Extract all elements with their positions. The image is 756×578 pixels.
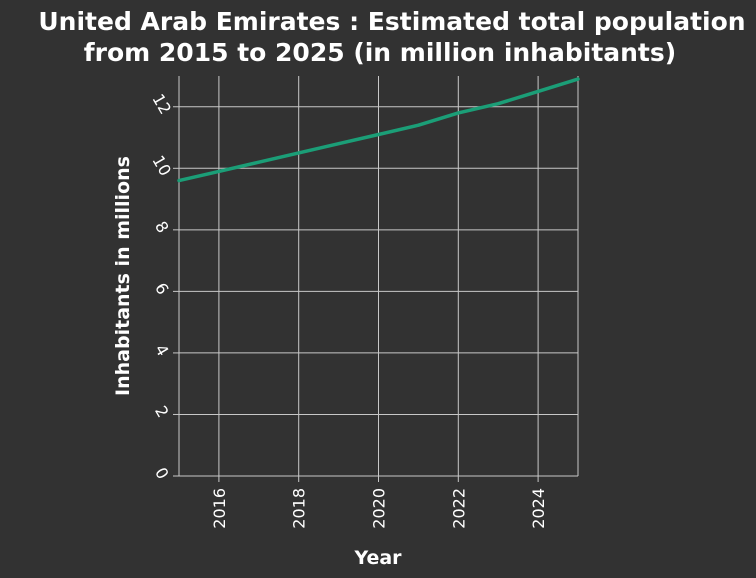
tick-labels: 0 2 4 6 8 10 12 2016 2018 2020 2022 2024	[148, 90, 548, 528]
y-tick-label: 2	[151, 403, 173, 421]
axes	[173, 76, 578, 482]
y-tick-label: 0	[151, 464, 173, 482]
x-axis-label: Year	[353, 547, 402, 569]
y-tick-label: 4	[151, 341, 173, 359]
grid	[179, 76, 579, 477]
y-tick-label: 12	[148, 90, 175, 117]
chart-title-line-1: United Arab Emirates : Estimated total p…	[38, 7, 745, 36]
x-tick-label: 2018	[290, 488, 309, 529]
population-line	[177, 77, 580, 183]
x-tick-label: 2020	[370, 488, 389, 529]
y-tick-label: 8	[151, 218, 173, 236]
x-tick-label: 2016	[210, 488, 229, 529]
y-tick-label: 6	[151, 279, 173, 297]
chart-title-line-2: from 2015 to 2025 (in million inhabitant…	[84, 38, 676, 67]
x-tick-label: 2024	[529, 488, 548, 529]
series-layer	[177, 77, 580, 183]
y-axis-label: Inhabitants in millions	[112, 156, 134, 396]
x-tick-label: 2022	[449, 488, 468, 529]
y-tick-label: 10	[148, 152, 175, 179]
